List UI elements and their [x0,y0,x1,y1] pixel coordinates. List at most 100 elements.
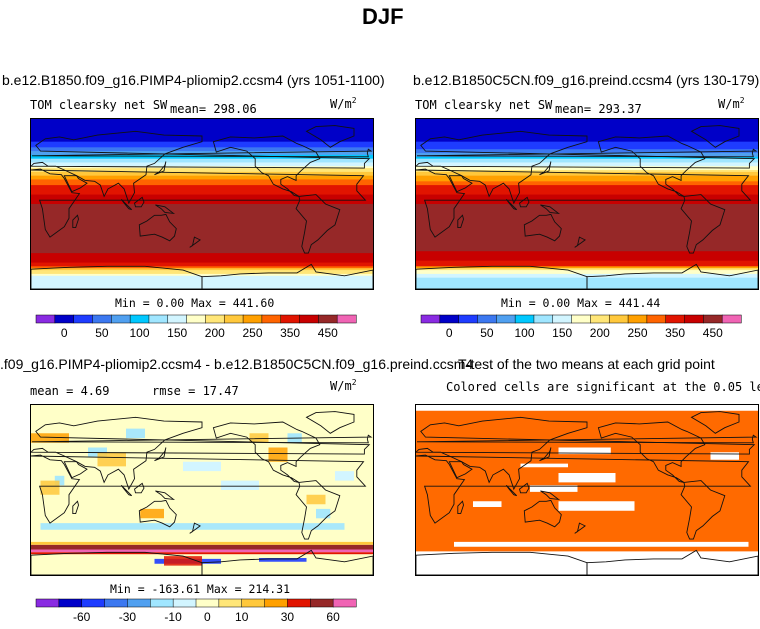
colorbar-tick-label: 50 [480,326,494,340]
colorbar-tick-label: 60 [326,610,340,624]
zonal-band [31,232,373,235]
coastline-greenland [690,411,740,434]
zonal-band [416,262,758,266]
zonal-band [416,132,758,135]
zonal-band [31,130,373,133]
zonal-band [31,266,373,269]
colorbar-swatch [167,314,188,324]
coastline-sumatra [120,484,133,497]
colorbar-tick-label: -30 [119,610,137,624]
zonal-band [31,132,373,135]
non-significant-area [710,452,739,460]
non-significant-area [520,463,568,468]
colorbar-tick-label: 10 [235,610,249,624]
weak-negative-anomaly [221,480,259,490]
zonal-band [416,119,758,122]
zonal-band [31,256,373,260]
zonal-band [416,222,758,226]
zonal-band [416,170,758,173]
zonal-band [31,209,373,213]
coastline-new-guinea [155,204,176,215]
colorbar-tick-label: -10 [164,610,182,624]
zonal-band [416,232,758,235]
panel-3-title: .f09_g16.PIMP4-pliomip2.ccsm4 - b.e12.B1… [0,356,474,372]
zonal-band [416,196,758,199]
colorbar-tick-label: -60 [73,610,91,624]
zonal-band [416,183,758,186]
zonal-band [31,128,373,131]
negative-anomaly [126,428,145,439]
zonal-band [31,219,373,222]
colorbar-tick-label: 450 [318,326,338,340]
zonal-band [31,200,373,203]
panel-1-colorbar: 0 50 100 150 200 250 350 450 [35,314,357,340]
colorbar-tick-label: 30 [281,610,295,624]
zonal-band [31,185,373,188]
zonal-band [416,234,758,237]
coastline-north-america [212,421,321,483]
panel-2-title: b.e12.B1850C5CN.f09_g16.preind.ccsm4 (yr… [413,72,760,88]
zonal-band [416,128,758,131]
panel-1-variable: TOM clearsky net SW [30,98,168,112]
zonal-band [31,187,373,190]
coastline-north-america [597,135,706,197]
coastline-sumatra [120,198,133,211]
zonal-band [31,149,373,152]
coastline-antarctica-west [201,549,373,575]
zonal-band [31,160,373,164]
coastline-new-guinea [155,490,176,501]
zonal-band [31,151,373,154]
colorbar-swatch [496,314,516,324]
colorbar-swatch [92,314,112,324]
coastline-antarctica-west [201,263,373,289]
zonal-band [416,134,758,137]
coastline-antarctica [416,551,588,575]
coastline-arabia [448,175,473,193]
positive-anomaly [249,433,269,443]
coastline-greenland [690,125,740,148]
panel-3-rmse: rmse = 17.47 [152,384,239,398]
panel-3-stats: Min = -163.61 Max = 214.31 [110,582,291,596]
panel-4-title: T-test of the two means at each grid poi… [458,356,715,372]
colorbar-swatch [684,314,704,324]
zonal-band [31,196,373,199]
colorbar-swatch [665,314,686,324]
colorbar-swatch [104,598,128,608]
zonal-band [416,177,758,181]
zonal-band [416,251,758,254]
zonal-band [416,260,758,264]
zonal-band [416,175,758,179]
colorbar-tick-label: 350 [280,326,300,340]
coastline-europe-asia [31,416,371,491]
zonal-band [31,170,373,173]
colorbar-swatch [280,314,301,324]
colorbar-swatch [127,598,151,608]
zonal-band [416,255,758,258]
panel-2-variable: TOM clearsky net SW [415,98,553,112]
coastline-arabia [448,461,473,479]
colorbar-swatch [218,598,243,608]
zonal-band [31,202,373,205]
zonal-band [416,226,758,230]
panel-3-colorbar: -60 -30 -10 0 10 30 60 [35,598,357,624]
zonal-band [416,145,758,148]
coastline-south-america [680,194,726,254]
colorbar-tick-label: 450 [703,326,723,340]
zonal-band [31,215,373,218]
coastline-antarctica [31,265,203,289]
coastline-australia [138,499,177,528]
zonal-band [416,190,758,194]
coastline-europe-asia [416,130,756,205]
colorbar-tick-label: 200 [590,326,610,340]
colorbar-swatch [336,314,357,324]
zonal-band [416,266,758,269]
coastline-britain [416,434,758,444]
page-title: DJF [362,4,404,29]
coastline-africa [416,454,752,524]
coastline-arabia [63,461,88,479]
zonal-band [416,272,758,275]
coastline-madagascar [457,500,464,515]
colorbar-swatch [223,314,244,324]
zonal-band [31,258,373,262]
zonal-band [31,224,373,228]
